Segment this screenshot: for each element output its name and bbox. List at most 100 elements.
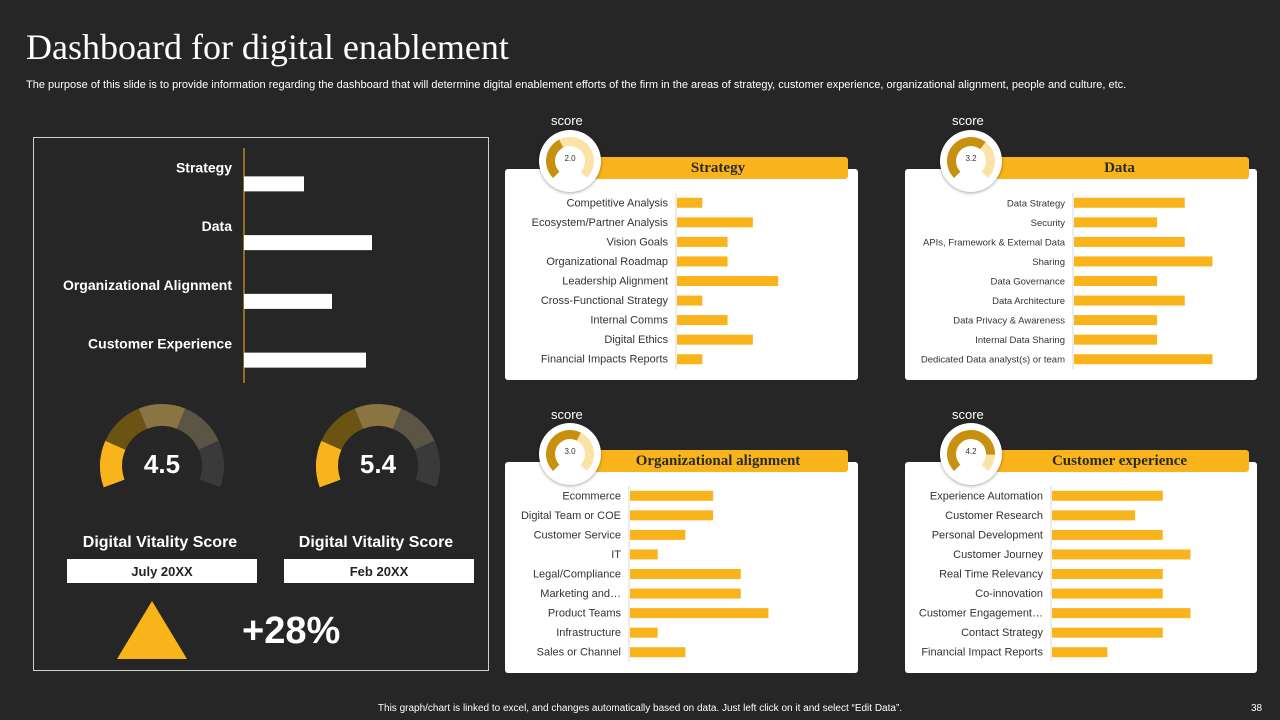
data-bar-data-privacy-awareness[interactable] (1074, 315, 1158, 326)
cx-bar-financial-impact-reports[interactable] (1052, 647, 1108, 658)
score-dial-strategy: 2.0 (539, 130, 601, 192)
strategy-tick-label: Cross-Functional Strategy (541, 295, 669, 307)
org-tick-label: Product Teams (548, 608, 622, 620)
cx-bar-real-time-relevancy[interactable] (1052, 569, 1163, 579)
gauge-segment (105, 408, 148, 450)
gauge-segment (138, 404, 186, 429)
org-tick-label: IT (611, 549, 621, 561)
page-subtitle: The purpose of this slide is to provide … (26, 79, 1127, 91)
org-bar-it[interactable] (630, 549, 658, 560)
score-dial-fill (947, 137, 986, 178)
summary-bar-strategy[interactable] (244, 176, 304, 192)
cx-tick-label: Co-innovation (975, 588, 1043, 600)
data-card: Data Strategy Security APIs, Framework & E… (905, 169, 1257, 380)
data-tick-label: Data Governance (991, 277, 1065, 288)
cx-bar-customer-engagement[interactable] (1052, 608, 1191, 619)
data-tick-label: Data Strategy (1007, 198, 1065, 209)
data-bar-data-architecture[interactable] (1074, 295, 1185, 306)
cx-bar-customer-research[interactable] (1052, 510, 1136, 521)
strategy-bar-chart[interactable]: Competitive Analysis Ecosystem/Partner An… (505, 169, 858, 380)
data-tick-label: APIs, Framework & External Data (923, 237, 1066, 248)
cx-tick-label: Contact Strategy (961, 627, 1043, 639)
cx-bar-personal-development[interactable] (1052, 529, 1163, 540)
score-label-cx: score (952, 407, 984, 422)
cx-bar-experience-automation[interactable] (1052, 490, 1163, 501)
gauge-segment (392, 408, 435, 450)
strategy-bar-vision-goals[interactable] (677, 236, 728, 247)
gauge-segment (321, 408, 364, 450)
data-bar-data-governance[interactable] (1074, 276, 1158, 286)
org-alignment-card: Ecommerce Digital Team or COE Customer Ser… (505, 462, 858, 673)
cx-tick-label: Customer Research (945, 510, 1043, 522)
org-bar-digital-team-or-coe[interactable] (630, 510, 714, 521)
strategy-tick-label: Digital Ethics (604, 334, 668, 346)
data-tick-label: Security (1031, 218, 1066, 229)
summary-bar-data[interactable] (244, 235, 372, 251)
org-bar-customer-service[interactable] (630, 529, 686, 540)
customer-experience-bar-chart[interactable]: Experience Automation Customer Research Pe… (905, 462, 1257, 673)
org-bar-product-teams[interactable] (630, 608, 769, 619)
gauge-segment (414, 440, 440, 488)
summary-tick-label: Organizational Alignment (63, 277, 232, 293)
org-bar-marketing-and[interactable] (630, 588, 741, 599)
score-dial-fill (947, 430, 995, 471)
strategy-bar-ecosystem-partner-analysis[interactable] (677, 217, 753, 228)
org-alignment-banner: Organizational alignment (588, 450, 848, 472)
vitality-gauge-feb[interactable] (298, 394, 458, 504)
strategy-card: Competitive Analysis Ecosystem/Partner An… (505, 169, 858, 380)
data-bar-apis-framework-external-data[interactable] (1074, 236, 1185, 247)
strategy-tick-label: Competitive Analysis (567, 197, 669, 209)
score-value-cx: 4.2 (965, 447, 977, 456)
cx-bar-contact-strategy[interactable] (1052, 627, 1163, 638)
data-bar-chart[interactable]: Data Strategy Security APIs, Framework & E… (905, 169, 1257, 380)
data-bar-internal-data-sharing[interactable] (1074, 334, 1158, 345)
score-value-data: 3.2 (965, 154, 977, 163)
vitality-label-july: Digital Vitality Score (82, 534, 238, 551)
org-bar-infrastructure[interactable] (630, 627, 658, 638)
page-number: 38 (1251, 703, 1263, 714)
strategy-bar-leadership-alignment[interactable] (677, 276, 779, 286)
data-bar-sharing[interactable] (1074, 256, 1213, 267)
strategy-bar-internal-comms[interactable] (677, 315, 728, 326)
page-title: Dashboard for digital enablement (26, 27, 509, 67)
strategy-tick-label: Organizational Roadmap (546, 256, 668, 268)
cx-tick-label: Real Time Relevancy (939, 569, 1043, 581)
org-bar-sales-or-channel[interactable] (630, 647, 686, 658)
vitality-gauge-july[interactable] (82, 394, 242, 504)
org-alignment-bar-chart[interactable]: Ecommerce Digital Team or COE Customer Ser… (505, 462, 858, 673)
summary-bar-chart[interactable]: Strategy Data Organizational Alignment Cust… (34, 138, 490, 398)
cx-tick-label: Customer Journey (953, 549, 1043, 561)
score-label-data: score (952, 113, 984, 128)
gauge-value-july: 4.5 (143, 449, 181, 479)
org-bar-legal-compliance[interactable] (630, 569, 741, 579)
summary-bar-organizational-alignment[interactable] (244, 293, 332, 309)
cx-tick-label: Financial Impact Reports (921, 647, 1043, 659)
data-bar-data-strategy[interactable] (1074, 197, 1185, 208)
cx-bar-customer-journey[interactable] (1052, 549, 1191, 560)
gauge-value-arc (316, 459, 341, 488)
score-label-strategy: score (551, 113, 583, 128)
strategy-bar-competitive-analysis[interactable] (677, 197, 703, 208)
org-tick-label: Legal/Compliance (533, 569, 621, 581)
org-tick-label: Customer Service (534, 529, 621, 541)
data-bar-security[interactable] (1074, 217, 1158, 228)
cx-tick-label: Experience Automation (930, 490, 1043, 502)
summary-bar-customer-experience[interactable] (244, 352, 366, 368)
cx-bar-co-innovation[interactable] (1052, 588, 1163, 599)
strategy-bar-financial-impacts-reports[interactable] (677, 354, 703, 365)
summary-panel: Strategy Data Organizational Alignment Cust… (33, 137, 489, 671)
org-bar-ecommerce[interactable] (630, 490, 714, 501)
data-bar-dedicated-data-analyst-s-or-team[interactable] (1074, 354, 1213, 365)
strategy-bar-organizational-roadmap[interactable] (677, 256, 728, 267)
gauge-segment (354, 404, 402, 429)
data-tick-label: Data Architecture (992, 296, 1065, 307)
customer-experience-card: Experience Automation Customer Research Pe… (905, 462, 1257, 673)
strategy-tick-label: Internal Comms (590, 315, 668, 327)
score-dial-fill (546, 430, 581, 471)
score-dial-cx: 4.2 (940, 423, 1002, 485)
gauge-segment (198, 440, 224, 488)
data-tick-label: Internal Data Sharing (975, 335, 1065, 346)
strategy-bar-cross-functional-strategy[interactable] (677, 295, 703, 306)
summary-tick-label: Strategy (176, 159, 232, 175)
strategy-bar-digital-ethics[interactable] (677, 334, 753, 345)
